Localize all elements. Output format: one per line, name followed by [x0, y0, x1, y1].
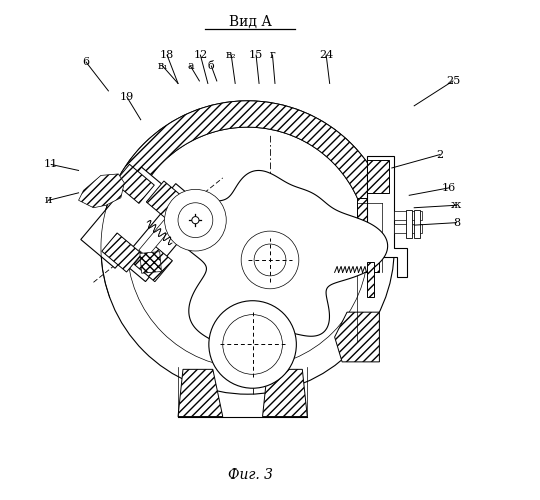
Polygon shape: [357, 198, 380, 272]
Circle shape: [192, 216, 199, 224]
Bar: [406, 210, 411, 238]
Polygon shape: [367, 160, 389, 193]
Text: 15: 15: [249, 50, 263, 60]
Polygon shape: [134, 243, 172, 282]
Polygon shape: [139, 208, 183, 257]
Text: 16: 16: [442, 183, 456, 193]
Text: 12: 12: [193, 50, 207, 60]
Text: ж: ж: [451, 200, 462, 210]
Polygon shape: [140, 252, 161, 273]
Polygon shape: [115, 184, 206, 282]
Polygon shape: [102, 233, 142, 272]
Text: Фиг. 3: Фиг. 3: [228, 468, 273, 481]
Text: 18: 18: [160, 50, 174, 60]
Circle shape: [254, 244, 286, 276]
Circle shape: [223, 314, 282, 374]
Polygon shape: [178, 370, 223, 416]
Polygon shape: [335, 312, 380, 362]
Polygon shape: [262, 370, 307, 416]
Text: 2: 2: [436, 150, 444, 160]
Text: 24: 24: [319, 50, 333, 60]
Text: 19: 19: [120, 92, 134, 102]
Polygon shape: [367, 156, 407, 278]
Polygon shape: [367, 262, 374, 297]
Polygon shape: [146, 181, 185, 220]
Circle shape: [241, 231, 299, 289]
Text: а: а: [187, 61, 194, 71]
Text: г: г: [269, 50, 275, 60]
Text: в₁: в₁: [157, 61, 168, 71]
Text: в₂: в₂: [226, 50, 237, 60]
Bar: [394, 211, 422, 220]
Text: 6: 6: [83, 57, 90, 67]
Text: и: и: [45, 196, 52, 205]
Circle shape: [127, 127, 368, 368]
Text: 11: 11: [44, 160, 58, 170]
Polygon shape: [103, 101, 393, 231]
Circle shape: [209, 300, 296, 388]
Circle shape: [165, 190, 226, 251]
Circle shape: [178, 203, 213, 237]
Polygon shape: [81, 167, 176, 268]
Text: Вид А: Вид А: [228, 14, 272, 28]
Text: 8: 8: [453, 218, 460, 228]
Bar: [394, 224, 422, 232]
Text: 25: 25: [446, 76, 460, 86]
Bar: [414, 210, 420, 238]
Polygon shape: [78, 174, 124, 208]
Polygon shape: [170, 170, 388, 350]
Polygon shape: [114, 164, 154, 203]
Text: б: б: [208, 61, 215, 71]
